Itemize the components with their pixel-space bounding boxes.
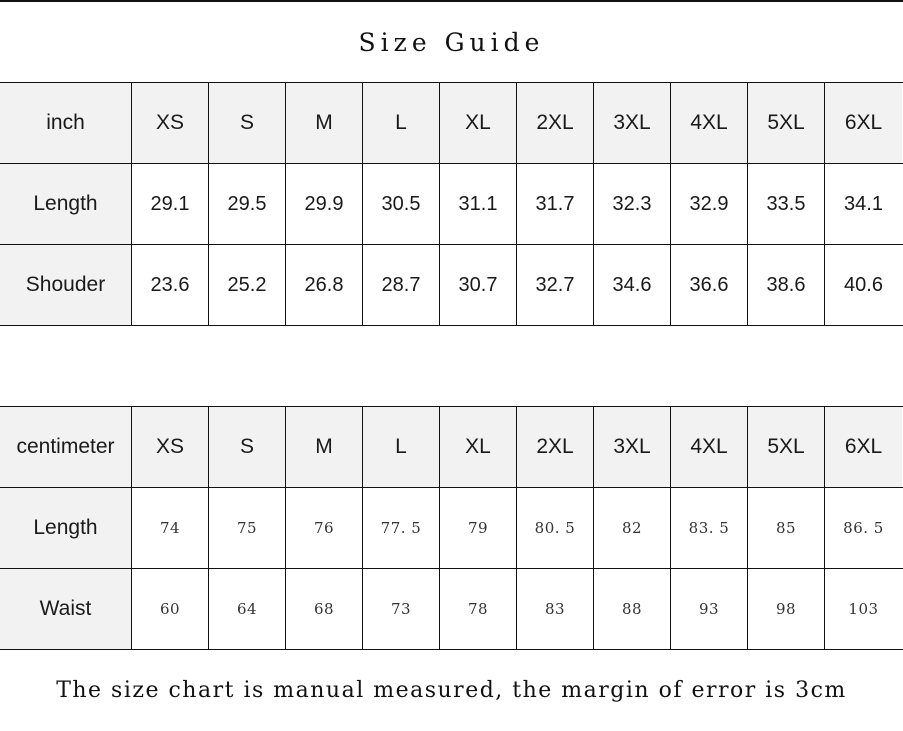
cm-size-header-m: M — [286, 407, 363, 487]
cell-cm-length-5xl: 85 — [748, 488, 825, 568]
cell-cm-waist-xs: 60 — [132, 569, 209, 649]
size-header-4xl: 4XL — [671, 83, 748, 163]
cell-inch-shoulder-s: 25.2 — [209, 245, 286, 325]
cm-size-header-xl: XL — [440, 407, 517, 487]
section-separator-row — [0, 326, 903, 407]
cell-inch-shoulder-xl: 30.7 — [440, 245, 517, 325]
size-header-6xl: 6XL — [825, 83, 902, 163]
unit-header-centimeter: centimeter — [0, 407, 132, 487]
cm-size-header-3xl: 3XL — [594, 407, 671, 487]
size-header-xl: XL — [440, 83, 517, 163]
unit-header-inch: inch — [0, 83, 132, 163]
row-label-inch-shoulder: Shouder — [0, 245, 132, 325]
size-header-5xl: 5XL — [748, 83, 825, 163]
cell-inch-shoulder-5xl: 38.6 — [748, 245, 825, 325]
cell-inch-length-m: 29.9 — [286, 164, 363, 244]
cell-inch-length-s: 29.5 — [209, 164, 286, 244]
cell-cm-waist-2xl: 83 — [517, 569, 594, 649]
table-row: Waist 60 64 68 73 78 83 88 93 98 103 — [0, 569, 903, 649]
cell-inch-shoulder-l: 28.7 — [363, 245, 440, 325]
cell-inch-length-5xl: 33.5 — [748, 164, 825, 244]
cell-cm-waist-s: 64 — [209, 569, 286, 649]
inch-header-row: inch XS S M L XL 2XL 3XL 4XL 5XL 6XL — [0, 83, 903, 164]
size-table-grid: inch XS S M L XL 2XL 3XL 4XL 5XL 6XL Len… — [0, 83, 903, 649]
page-title: Size Guide — [358, 27, 545, 57]
cell-inch-length-xl: 31.1 — [440, 164, 517, 244]
cell-inch-length-2xl: 31.7 — [517, 164, 594, 244]
cell-cm-waist-6xl: 103 — [825, 569, 902, 649]
cell-cm-waist-m: 68 — [286, 569, 363, 649]
cell-cm-length-m: 76 — [286, 488, 363, 568]
centimeter-header-row: centimeter XS S M L XL 2XL 3XL 4XL 5XL 6… — [0, 407, 903, 488]
cell-cm-waist-5xl: 98 — [748, 569, 825, 649]
row-label-inch-length: Length — [0, 164, 132, 244]
cell-cm-waist-l: 73 — [363, 569, 440, 649]
cell-inch-shoulder-4xl: 36.6 — [671, 245, 748, 325]
cell-inch-shoulder-xs: 23.6 — [132, 245, 209, 325]
cm-size-header-4xl: 4XL — [671, 407, 748, 487]
cm-size-header-6xl: 6XL — [825, 407, 902, 487]
row-label-cm-length: Length — [0, 488, 132, 568]
cell-cm-length-4xl: 83. 5 — [671, 488, 748, 568]
section-separator-cell — [0, 326, 903, 406]
measurement-disclaimer-text: The size chart is manual measured, the m… — [56, 677, 847, 703]
table-row: Length 74 75 76 77. 5 79 80. 5 82 83. 5 … — [0, 488, 903, 569]
cell-cm-waist-4xl: 93 — [671, 569, 748, 649]
table-row: Length 29.1 29.5 29.9 30.5 31.1 31.7 32.… — [0, 164, 903, 245]
cell-cm-length-s: 75 — [209, 488, 286, 568]
cell-inch-length-3xl: 32.3 — [594, 164, 671, 244]
cm-size-header-s: S — [209, 407, 286, 487]
cell-inch-shoulder-m: 26.8 — [286, 245, 363, 325]
cell-inch-length-6xl: 34.1 — [825, 164, 902, 244]
cell-cm-length-xs: 74 — [132, 488, 209, 568]
cell-cm-length-xl: 79 — [440, 488, 517, 568]
cell-cm-waist-xl: 78 — [440, 569, 517, 649]
measurement-disclaimer: The size chart is manual measured, the m… — [0, 649, 903, 731]
cell-inch-shoulder-6xl: 40.6 — [825, 245, 902, 325]
size-header-xs: XS — [132, 83, 209, 163]
size-header-s: S — [209, 83, 286, 163]
cm-size-header-xs: XS — [132, 407, 209, 487]
cell-inch-shoulder-3xl: 34.6 — [594, 245, 671, 325]
size-header-l: L — [363, 83, 440, 163]
cell-cm-waist-3xl: 88 — [594, 569, 671, 649]
cell-inch-length-xs: 29.1 — [132, 164, 209, 244]
row-label-cm-waist: Waist — [0, 569, 132, 649]
size-header-3xl: 3XL — [594, 83, 671, 163]
cell-inch-length-l: 30.5 — [363, 164, 440, 244]
table-row: Shouder 23.6 25.2 26.8 28.7 30.7 32.7 34… — [0, 245, 903, 326]
cm-size-header-5xl: 5XL — [748, 407, 825, 487]
cell-cm-length-3xl: 82 — [594, 488, 671, 568]
cell-cm-length-2xl: 80. 5 — [517, 488, 594, 568]
size-guide-title-row: Size Guide — [0, 2, 903, 83]
cm-size-header-l: L — [363, 407, 440, 487]
cell-inch-shoulder-2xl: 32.7 — [517, 245, 594, 325]
size-header-2xl: 2XL — [517, 83, 594, 163]
cm-size-header-2xl: 2XL — [517, 407, 594, 487]
cell-cm-length-l: 77. 5 — [363, 488, 440, 568]
cell-cm-length-6xl: 86. 5 — [825, 488, 902, 568]
size-header-m: M — [286, 83, 363, 163]
cell-inch-length-4xl: 32.9 — [671, 164, 748, 244]
